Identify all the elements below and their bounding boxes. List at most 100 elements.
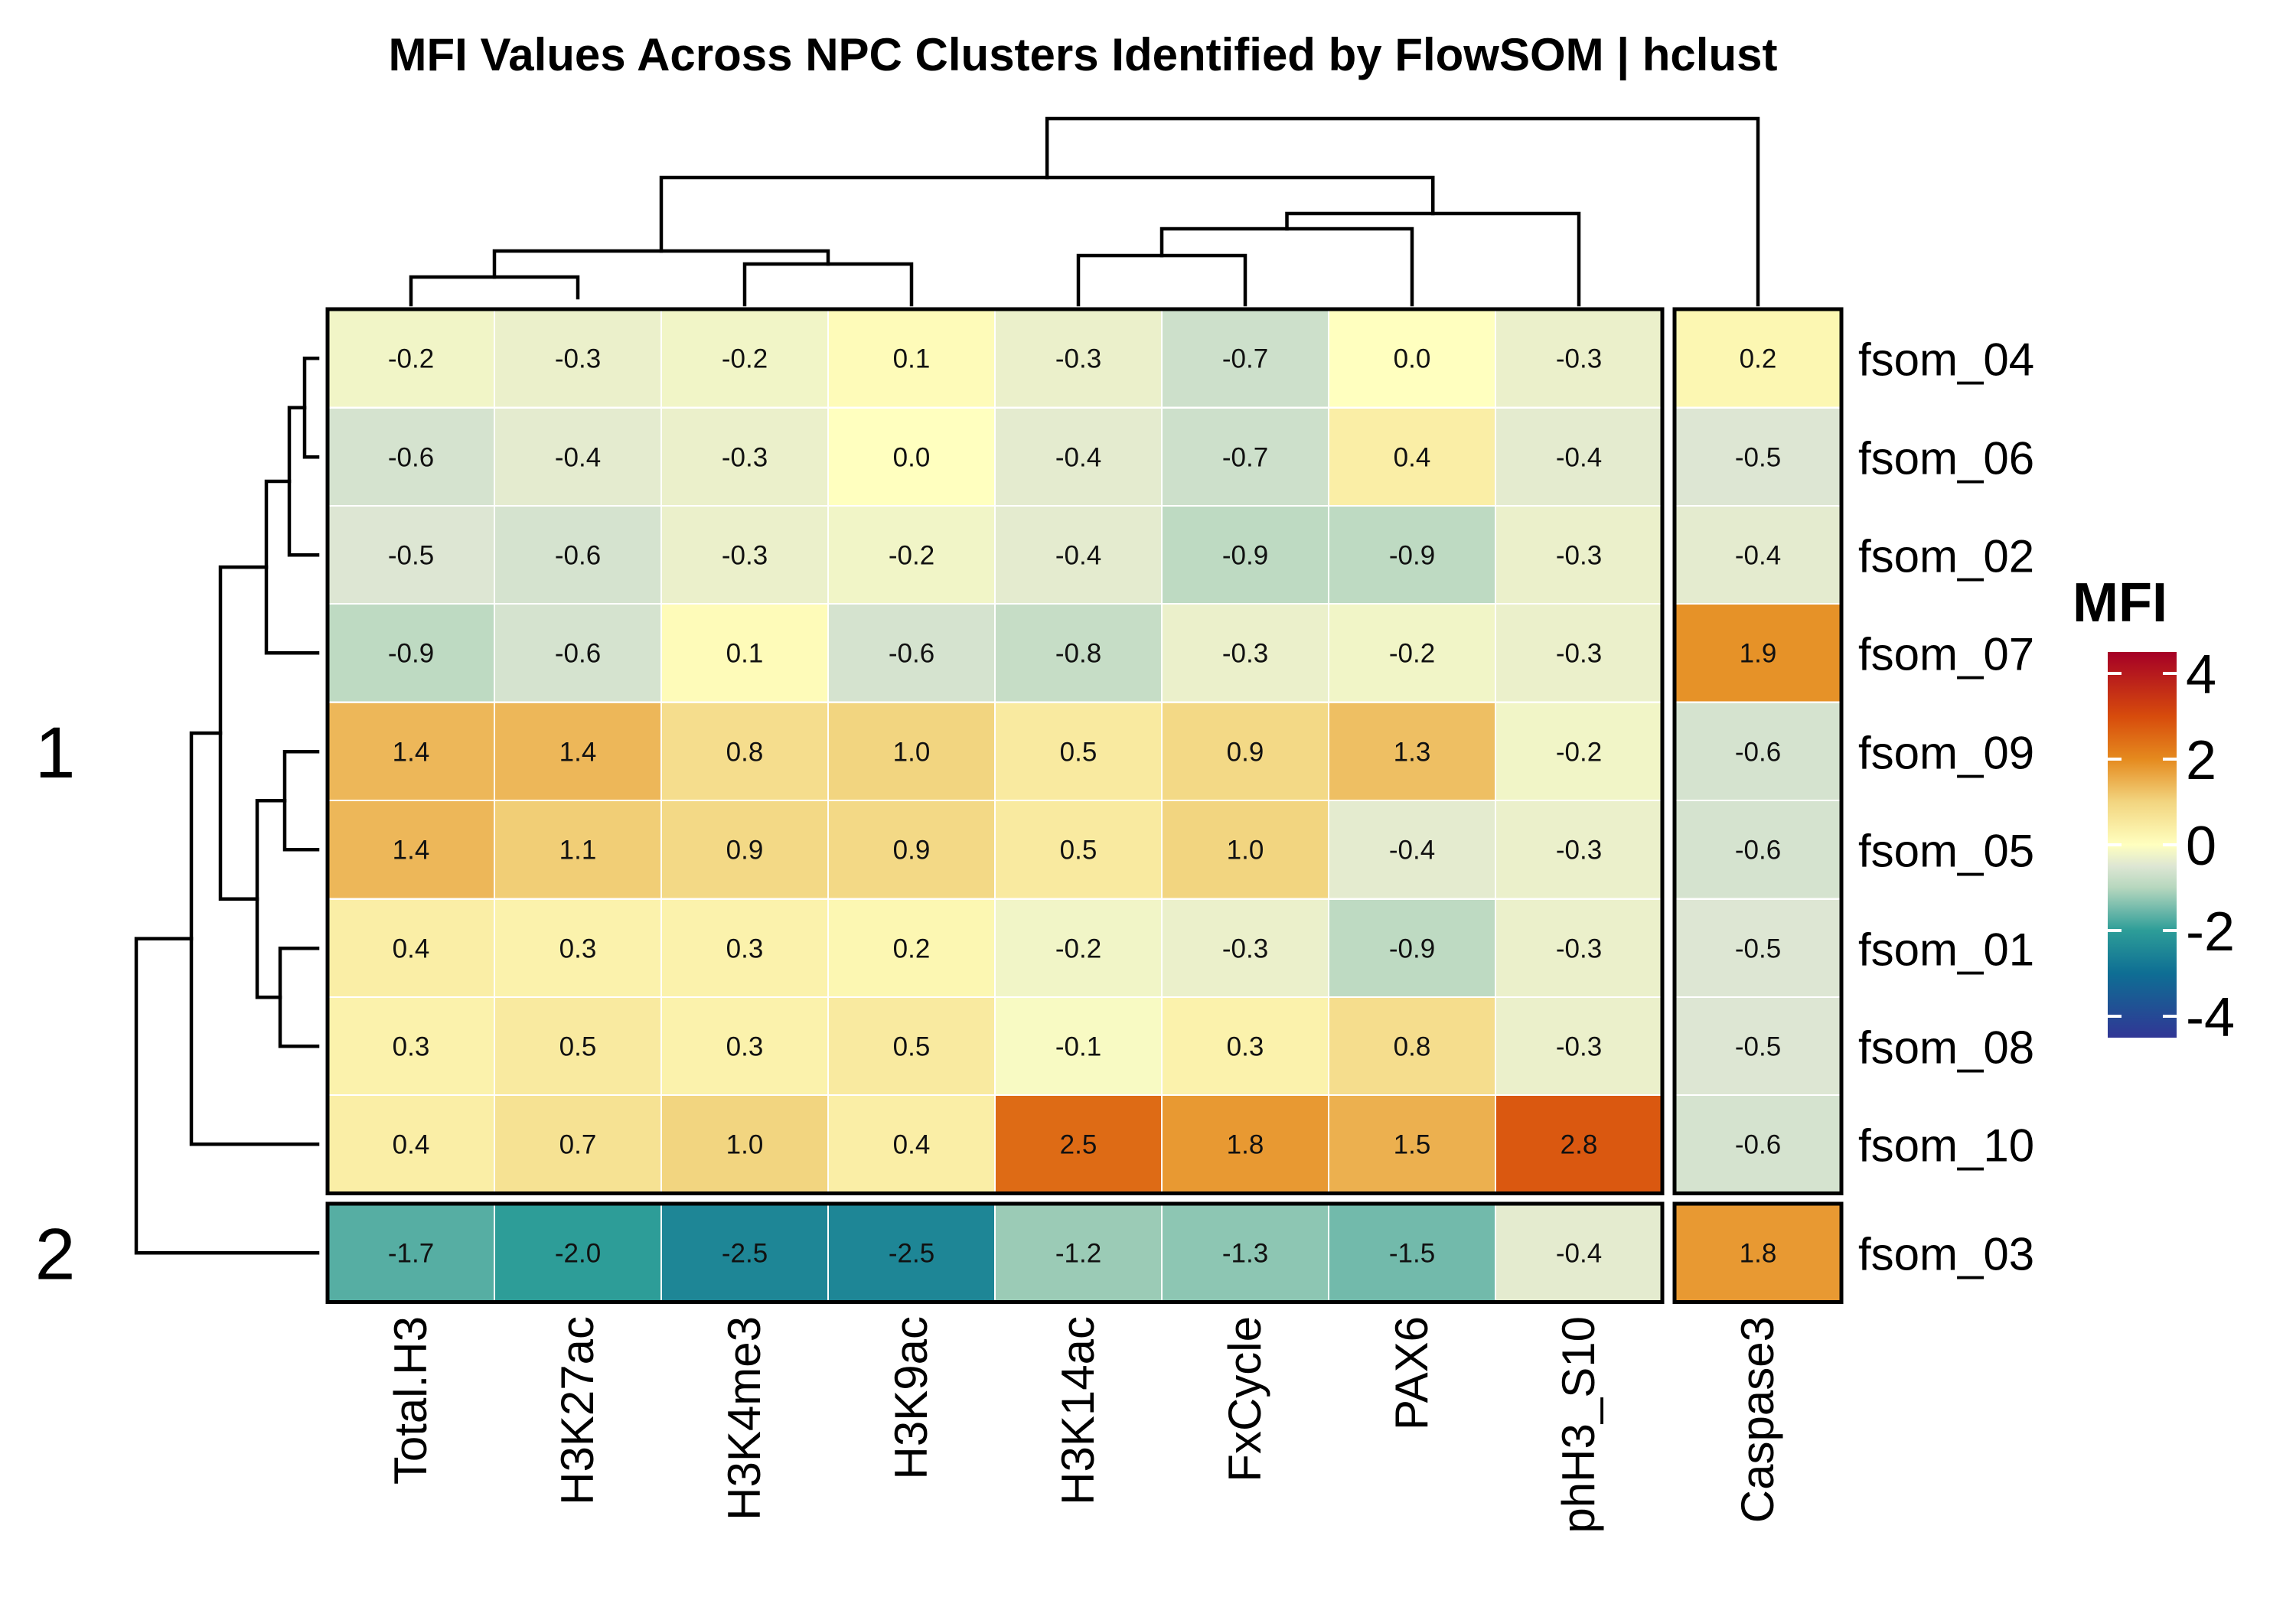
cell-value-label: 0.3	[726, 934, 764, 963]
heatmap-cell-fsom_06-fxcycle	[1161, 407, 1329, 507]
heatmap-cell-fsom_07-caspase3	[1674, 603, 1842, 703]
column-label-h3k27ac: H3K27ac	[552, 1316, 603, 1505]
row-labels: fsom_04 fsom_06 fsom_02 fsom_07 fsom_09 fsom_…	[1858, 334, 2034, 1279]
row-label-fsom_06: fsom_06	[1858, 432, 2034, 484]
heatmap-cell-fsom_09-h3k27ac	[494, 702, 662, 802]
heatmap-cell-fsom_06-phh3-s10	[1495, 407, 1663, 507]
cell-value-label: 1.0	[726, 1129, 764, 1159]
heatmap-cell-fsom_10-phh3-s10	[1495, 1094, 1663, 1195]
column-labels: Total.H3 H3K27ac H3K4me3 H3K9ac H3K14ac FxCyc…	[385, 1316, 1783, 1534]
heatmap-cell-fsom_09-pax6	[1328, 702, 1496, 802]
heatmap-cell-fsom_06-pax6	[1328, 407, 1496, 507]
legend-tick-label: 2	[2186, 730, 2216, 791]
cell-value-label: 0.4	[393, 934, 430, 963]
dendrograms	[134, 116, 1760, 1255]
row-dendrogram-link	[218, 565, 269, 901]
heatmap-cell-fsom_02-h3k4me3	[660, 505, 829, 605]
row-label-fsom_02: fsom_02	[1858, 530, 2034, 582]
heatmap-cell-fsom_08-fxcycle	[1161, 996, 1329, 1097]
cell-value-label: 0.3	[559, 934, 597, 963]
heatmap-cell-fsom_08-h3k27ac	[494, 996, 662, 1097]
heatmap-cell-fsom_02-h3k9ac	[827, 505, 996, 605]
slice-border	[1672, 307, 1844, 1195]
heatmap-cell-fsom_05-h3k4me3	[660, 800, 829, 900]
heatmap-cell-fsom_03-pax6	[1328, 1203, 1496, 1303]
cell-value-label: 1.4	[393, 737, 430, 767]
cell-value-label: -0.3	[1556, 835, 1602, 865]
row-label-fsom_07: fsom_07	[1858, 628, 2034, 680]
cell-value-label: 1.9	[1740, 638, 1777, 668]
heatmap-cell-fsom_09-fxcycle	[1161, 702, 1329, 802]
cell-value-label: -0.3	[555, 344, 601, 373]
heatmap-cell-fsom_07-total-h3	[327, 603, 495, 703]
cell-value-label: -0.3	[1556, 638, 1602, 668]
cell-value-label: 0.2	[1740, 344, 1777, 373]
heatmap-cell-fsom_07-h3k14ac	[994, 603, 1163, 703]
column-label-h3k14ac: H3K14ac	[1052, 1316, 1104, 1505]
heatmap-cell-fsom_10-pax6	[1328, 1094, 1496, 1195]
cell-value-label: -2.5	[889, 1238, 934, 1268]
cell-value-label: -0.9	[388, 638, 434, 668]
heatmap-cell-fsom_04-h3k27ac	[494, 308, 662, 409]
heatmap-cell-fsom_08-h3k9ac	[827, 996, 996, 1097]
heatmap-cell-fsom_06-h3k27ac	[494, 407, 662, 507]
heatmap-cell-fsom_09-h3k9ac	[827, 702, 996, 802]
heatmap-cell-fsom_03-phh3-s10	[1495, 1203, 1663, 1303]
cell-value-label: -2.0	[555, 1238, 601, 1268]
heatmap-cells: -0.2 -0.3 -0.2 0.1 -0.3 -0.7 0.0 -0.3 0.2 -0.6 -0.…	[327, 308, 1842, 1303]
heatmap-cell-fsom_08-h3k4me3	[660, 996, 829, 1097]
heatmap-cell-fsom_07-h3k27ac	[494, 603, 662, 703]
heatmap-cell-fsom_05-fxcycle	[1161, 800, 1329, 900]
cell-value-label: 1.0	[893, 737, 931, 767]
cell-value-label: -0.7	[1222, 442, 1268, 472]
heatmap-cell-fsom_01-h3k27ac	[494, 898, 662, 999]
column-label-h3k9ac: H3K9ac	[885, 1316, 937, 1479]
cell-value-label: -0.2	[1389, 638, 1435, 668]
cell-value-label: -0.6	[1735, 835, 1781, 865]
row-split-label-1: 1	[35, 712, 76, 794]
heatmap-cell-fsom_04-fxcycle	[1161, 308, 1329, 409]
cell-value-label: 0.5	[1060, 835, 1097, 865]
cell-value-label: -0.6	[1735, 737, 1781, 767]
cell-value-label: 2.8	[1561, 1129, 1598, 1159]
heatmap-cell-fsom_04-h3k4me3	[660, 308, 829, 409]
legend-tick-label: 0	[2186, 816, 2216, 877]
cell-value-label: 0.1	[726, 638, 764, 668]
cell-value-label: 2.5	[1060, 1129, 1097, 1159]
heatmap-cell-fsom_10-total-h3	[327, 1094, 495, 1195]
heatmap-cell-fsom_03-fxcycle	[1161, 1203, 1329, 1303]
row-dendrogram-link	[282, 750, 320, 852]
cell-value-label: -0.4	[1389, 835, 1435, 865]
column-dendrogram-link	[1076, 253, 1247, 307]
cell-value-label: 1.8	[1740, 1238, 1777, 1268]
heatmap-cell-fsom_04-phh3-s10	[1495, 308, 1663, 409]
column-dendrogram-link	[1045, 116, 1760, 307]
cell-value-label: 0.3	[1227, 1032, 1264, 1061]
cell-value-label: 0.5	[1060, 737, 1097, 767]
chart-title: MFI Values Across NPC Clusters Identifie…	[389, 29, 1778, 81]
cell-value-label: -0.6	[388, 442, 434, 472]
cell-value-label: 1.1	[559, 835, 597, 865]
heatmap-cell-fsom_02-h3k14ac	[994, 505, 1163, 605]
heatmap-cell-fsom_05-total-h3	[327, 800, 495, 900]
heatmap-cell-fsom_04-caspase3	[1674, 308, 1842, 409]
legend-tick-label: -2	[2186, 901, 2235, 963]
cell-value-label: -0.9	[1389, 540, 1435, 570]
heatmap-cell-fsom_08-pax6	[1328, 996, 1496, 1097]
cell-value-label: -0.2	[388, 344, 434, 373]
cell-value-label: -0.5	[1735, 442, 1781, 472]
cell-value-label: -0.5	[1735, 934, 1781, 963]
column-label-phh3-s10: phH3_S10	[1553, 1316, 1604, 1534]
heatmap-cell-fsom_01-h3k9ac	[827, 898, 996, 999]
cell-value-label: -0.4	[1556, 1238, 1602, 1268]
heatmap-cell-fsom_03-total-h3	[327, 1203, 495, 1303]
cell-value-label: 0.8	[726, 737, 764, 767]
legend-tick-label: -4	[2186, 987, 2235, 1048]
cell-value-label: -0.2	[1055, 934, 1101, 963]
cell-value-label: -0.7	[1222, 344, 1268, 373]
column-dendrogram-link	[409, 275, 580, 307]
heatmap-cell-fsom_01-h3k14ac	[994, 898, 1163, 999]
heatmap-cell-fsom_10-h3k9ac	[827, 1094, 996, 1195]
heatmap-cell-fsom_07-pax6	[1328, 603, 1496, 703]
